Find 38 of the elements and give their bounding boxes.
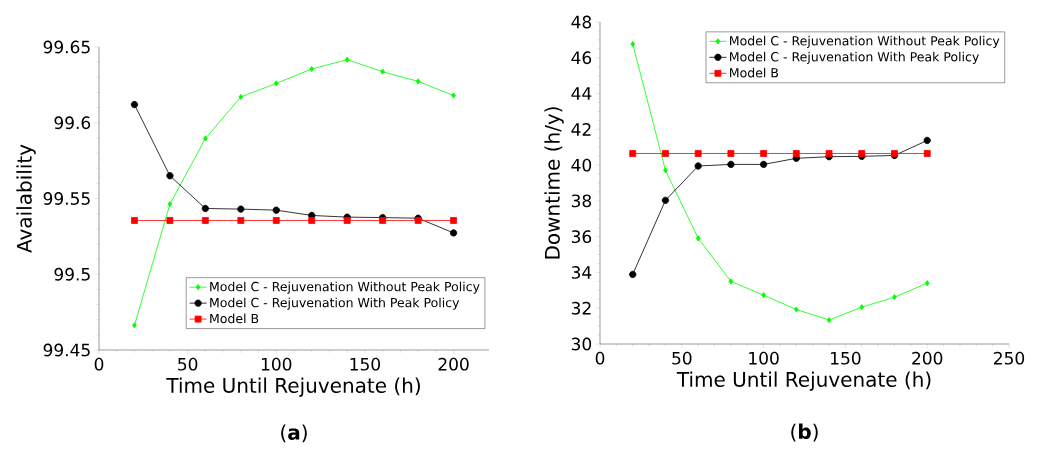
text: (a) (281, 424, 307, 443)
y-tick-label: 99.6 (54, 116, 91, 130)
x-tick-label: 150 (831, 351, 861, 365)
legend-label: Model B (210, 313, 259, 324)
y-tick-label: 99.5 (54, 267, 90, 281)
y-tick-label: 42 (571, 123, 591, 136)
x-tick-label: 0 (595, 351, 605, 365)
legend-label: Model C - Rejuvenation Without Peak Policy (210, 281, 480, 294)
legend-label: Model C - Rejuvenation Without Peak Policy (730, 35, 1000, 48)
x-tick-label: 0 (94, 357, 104, 371)
x-tick-label: 50 (672, 351, 692, 365)
y-tick-label: 44 (571, 87, 592, 100)
y-tick-label: 30 (571, 337, 592, 351)
legend-label: Model B (730, 67, 778, 78)
x-tick-label: 100 (261, 357, 292, 371)
y-tick-label: 38 (571, 194, 592, 208)
x-axis-title: Time Until Rejuvenate (h) (166, 377, 420, 397)
y-tick-label: 46 (571, 51, 592, 65)
x-axis-title: Time Until Rejuvenate (h) (676, 371, 931, 391)
y-tick-label: 99.45 (43, 343, 90, 357)
legend-label: Model C - Rejuvenation With Peak Policy (730, 51, 979, 64)
x-tick-label: 200 (912, 351, 943, 365)
y-tick-label: 99.65 (43, 40, 90, 54)
text: (b) (791, 423, 818, 442)
y-axis-title: Downtime (h/y) (544, 107, 564, 259)
y-tick-label: 99.55 (43, 192, 90, 205)
x-tick-label: 100 (749, 351, 779, 365)
x-tick-label: 250 (994, 351, 1025, 365)
y-tick-label: 48 (571, 15, 592, 29)
y-tick-label: 32 (571, 301, 591, 315)
y-tick-label: 36 (571, 230, 592, 244)
y-tick-label: 34 (571, 266, 592, 279)
y-tick-label: 40 (571, 158, 592, 172)
x-tick-label: 150 (350, 357, 380, 371)
legend-label: Model C - Rejuvenation With Peak Policy (210, 297, 460, 310)
y-axis-title: Availability (16, 144, 36, 253)
x-tick-label: 50 (178, 357, 198, 371)
x-tick-label: 200 (438, 357, 469, 371)
